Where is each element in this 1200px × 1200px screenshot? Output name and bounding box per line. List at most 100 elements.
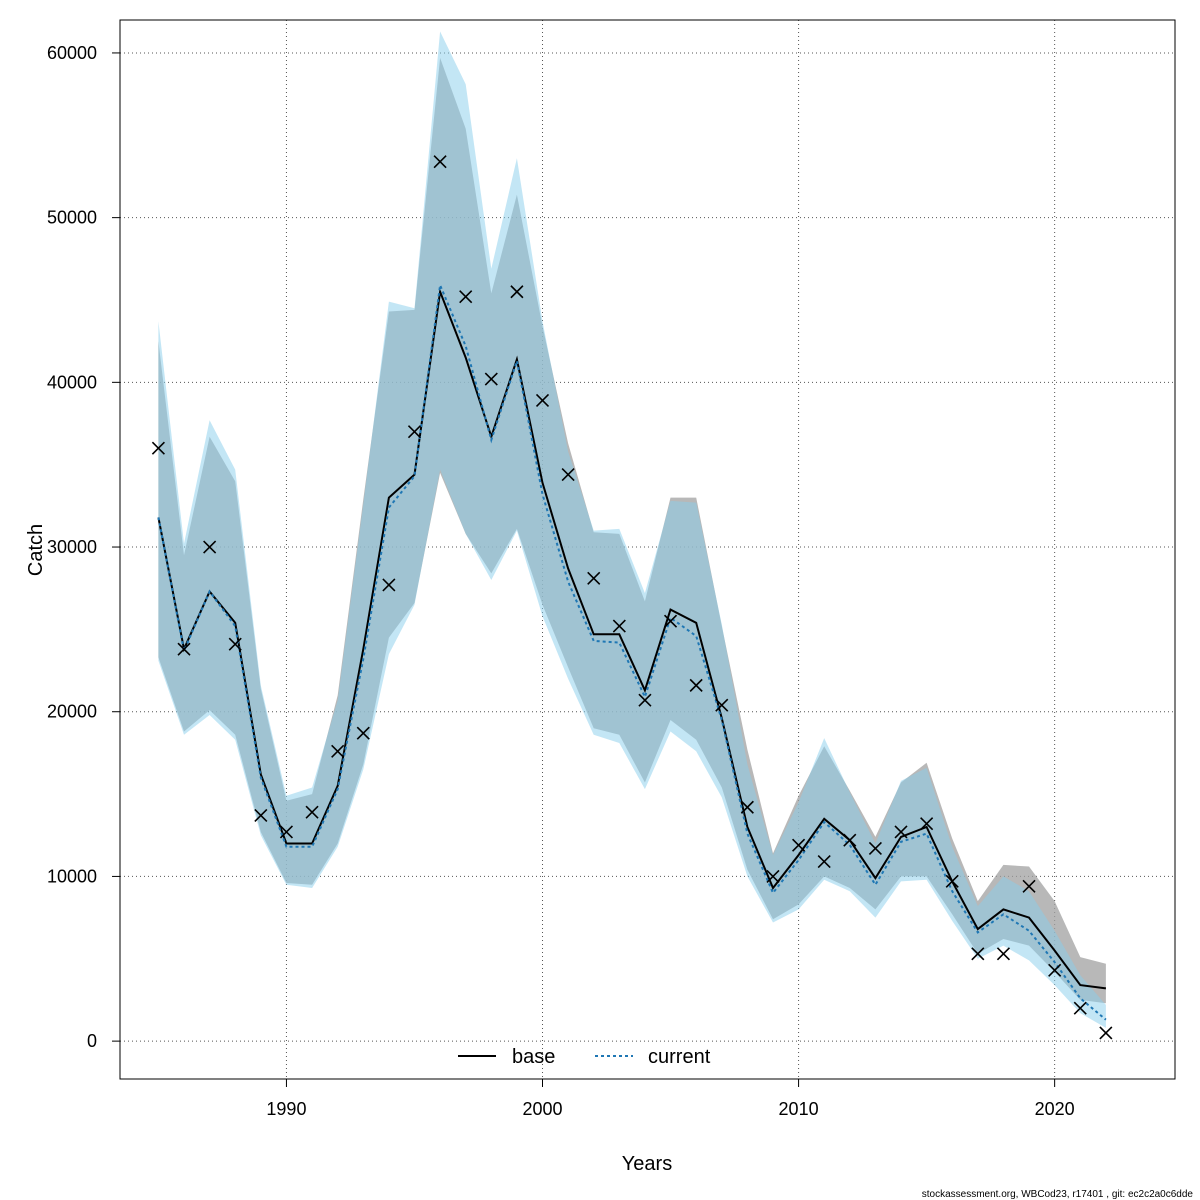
plot-frame [119, 19, 1176, 1080]
observed-point [715, 698, 729, 712]
observed-point-stroke [228, 637, 242, 651]
observed-point-stroke [817, 855, 831, 869]
observed-point [382, 578, 396, 592]
observed-point [535, 393, 550, 408]
observed-point [151, 441, 165, 455]
observed-point-stroke [945, 874, 959, 888]
observed-point-stroke [510, 285, 524, 299]
observed-point [920, 817, 934, 831]
observed-point [561, 467, 575, 482]
observed-point [433, 155, 447, 169]
footer-credit: stockassessment.org, WBCod23, r17401 , g… [922, 1189, 1194, 1200]
observed-point [1048, 963, 1062, 977]
observed-point-stroke [561, 467, 575, 482]
observed-point [587, 571, 601, 585]
y-tick-label: 20000 [47, 702, 97, 722]
y-tick-label: 0 [87, 1031, 97, 1051]
observed-point-stroke [868, 841, 882, 855]
observed-point-stroke [203, 540, 217, 554]
y-tick-label: 10000 [47, 866, 97, 886]
observed-point [203, 540, 217, 554]
observed-point-stroke [612, 619, 626, 633]
observed-point-stroke [894, 825, 908, 839]
confidence-bands [158, 31, 1106, 1028]
observed-point [177, 642, 191, 656]
observed-point-stroke [433, 155, 447, 169]
observed-point-stroke [151, 441, 165, 455]
observed-point [228, 637, 242, 651]
legend-current-label: current [648, 1046, 711, 1068]
observed-point-stroke [638, 693, 652, 707]
observed-point [254, 808, 268, 823]
observed-point [1099, 1026, 1113, 1040]
observed-point-stroke [356, 726, 370, 740]
observed-point-stroke [663, 614, 678, 628]
y-tick-label: 60000 [47, 43, 97, 63]
observed-point-stroke [331, 744, 345, 758]
x-tick-label: 2000 [522, 1099, 562, 1119]
y-axis-title: Catch [25, 524, 47, 576]
observed-point [305, 805, 319, 819]
observed-point-stroke [766, 869, 780, 883]
observed-point [817, 855, 831, 869]
observed-point-stroke [920, 817, 934, 831]
observed-point [484, 372, 498, 386]
observed-point-stroke [843, 833, 857, 847]
legend: base current [458, 1046, 711, 1068]
observed-point-stroke [484, 372, 498, 386]
y-tick-label: 30000 [47, 537, 97, 557]
observed-point [279, 825, 294, 839]
observed-point-stroke [792, 838, 806, 852]
observed-point [740, 800, 754, 814]
observed-point-stroke [1022, 879, 1036, 893]
observed-point-stroke [689, 678, 703, 692]
observed-point [331, 744, 345, 758]
observed-point [894, 825, 908, 839]
observed-point-stroke [459, 290, 473, 304]
observed-point [971, 947, 985, 961]
observed-point-stroke [715, 698, 729, 712]
observed-point [1022, 879, 1036, 893]
observed-point-stroke [535, 393, 550, 408]
legend-base-label: base [512, 1046, 555, 1068]
axes: 1990 2000 2010 2020 0 10000 20000 30000 40000 500… [47, 43, 1075, 1119]
observed-point [766, 869, 780, 883]
series-lines [157, 281, 1107, 1021]
observed-point-stroke [305, 805, 319, 819]
observed-point [689, 678, 703, 692]
observed-point-stroke [740, 800, 754, 814]
observed-point-stroke [279, 825, 294, 839]
observed-point-stroke [254, 808, 268, 823]
observed-point-stroke [382, 578, 396, 592]
observed-point-stroke [1048, 963, 1062, 977]
observed-point [792, 838, 806, 852]
observed-point-stroke [971, 947, 985, 961]
x-tick-label: 1990 [266, 1099, 306, 1119]
observed-point [1073, 1001, 1087, 1015]
observed-point [459, 290, 473, 304]
x-tick-label: 2010 [779, 1099, 819, 1119]
observed-point [945, 874, 959, 888]
grid [120, 20, 1175, 1079]
band-current [158, 31, 1106, 1028]
observed-point [510, 285, 524, 299]
x-axis-title: Years [622, 1153, 672, 1175]
observed-point-stroke [1099, 1026, 1113, 1040]
y-tick-label: 40000 [47, 372, 97, 392]
observed-point-stroke [177, 642, 191, 656]
observed-point [663, 614, 678, 628]
observed-point [638, 693, 652, 707]
observed-point [612, 619, 626, 633]
observed-point-stroke [407, 425, 422, 439]
y-tick-label: 50000 [47, 208, 97, 228]
line-current [157, 281, 1107, 1021]
observed-points [151, 155, 1113, 1040]
observed-point [996, 947, 1011, 961]
observed-point [868, 841, 882, 855]
observed-point-stroke [1073, 1001, 1087, 1015]
observed-point-stroke [587, 571, 601, 585]
observed-point-stroke [996, 947, 1011, 961]
observed-point [407, 425, 422, 439]
